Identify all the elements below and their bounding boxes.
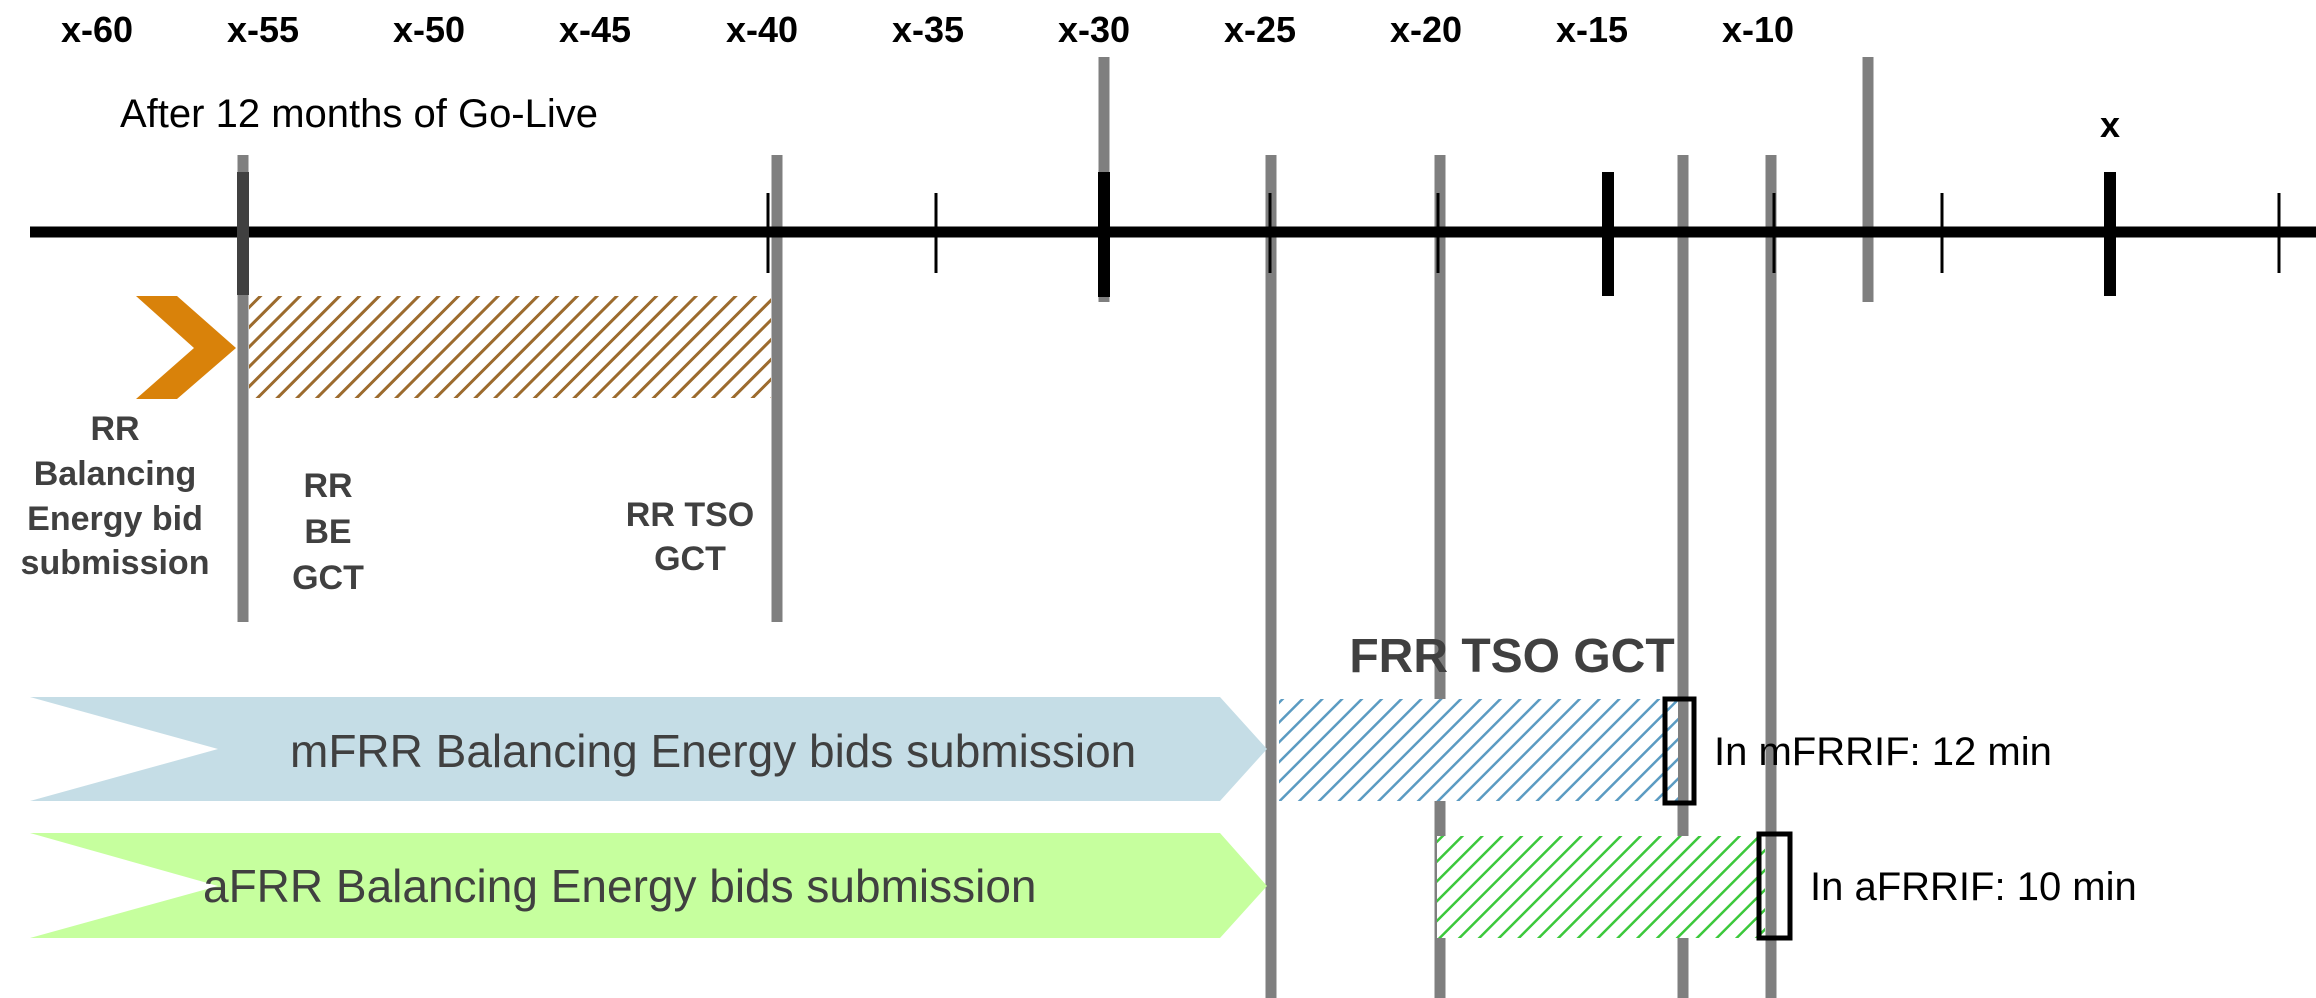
svg-text:Energy bid: Energy bid — [27, 500, 203, 538]
rr-submission-label: RR Balancing Energy bid submission — [21, 410, 210, 582]
afrr-submission-arrow — [30, 833, 1267, 938]
tick-label-x-35: x-35 — [892, 9, 964, 50]
rr-tso-gct-label: RR TSO GCT — [626, 496, 754, 578]
rr-hatched-window — [249, 296, 771, 398]
afrr-submission-label: aFRR Balancing Energy bids submission — [203, 860, 1037, 912]
tick-label-x-40: x-40 — [726, 9, 798, 50]
major-ticks — [237, 172, 2116, 297]
afrr-interval-label: In aFRRIF: 10 min — [1810, 865, 2137, 909]
svg-text:RR: RR — [90, 410, 139, 448]
svg-text:GCT: GCT — [654, 540, 726, 578]
svg-text:BE: BE — [304, 513, 351, 551]
svg-text:RR: RR — [303, 467, 352, 505]
tick-label-x-20: x-20 — [1390, 9, 1462, 50]
svg-text:Balancing: Balancing — [34, 455, 196, 493]
svg-text:submission: submission — [21, 544, 210, 582]
tick-label-x-10: x-10 — [1722, 9, 1794, 50]
svg-text:GCT: GCT — [292, 559, 364, 597]
tick-label-x-30: x-30 — [1058, 9, 1130, 50]
tick-label-x-25: x-25 — [1224, 9, 1296, 50]
afrr-hatched-window — [1437, 836, 1765, 938]
phase-note: After 12 months of Go-Live — [120, 92, 598, 136]
rr-submission-chevron-icon — [136, 296, 236, 399]
tick-label-x-55: x-55 — [227, 9, 299, 50]
tick-label-x: x — [2100, 104, 2120, 145]
tick-label-x-60: x-60 — [61, 9, 133, 50]
afrr-gate-box — [1756, 831, 1793, 941]
mfrr-hatched-window — [1279, 699, 1678, 801]
tick-label-x-45: x-45 — [559, 9, 631, 50]
rr-be-gct-label: RR BE GCT — [292, 467, 364, 597]
mfrr-submission-label: mFRR Balancing Energy bids submission — [290, 725, 1136, 777]
svg-text:RR TSO: RR TSO — [626, 496, 754, 534]
mfrr-gate-box — [1662, 696, 1697, 806]
minor-ticks — [766, 193, 2281, 273]
tick-label-x-50: x-50 — [393, 9, 465, 50]
mfrr-interval-label: In mFRRIF: 12 min — [1714, 730, 2052, 774]
mfrr-submission-arrow — [30, 697, 1267, 801]
tick-label-x-15: x-15 — [1556, 9, 1628, 50]
frr-tso-gct-label: FRR TSO GCT — [1349, 630, 1674, 683]
tick-labels: x-60 x-55 x-50 x-45 x-40 x-35 x-30 x-25 … — [61, 9, 2120, 145]
